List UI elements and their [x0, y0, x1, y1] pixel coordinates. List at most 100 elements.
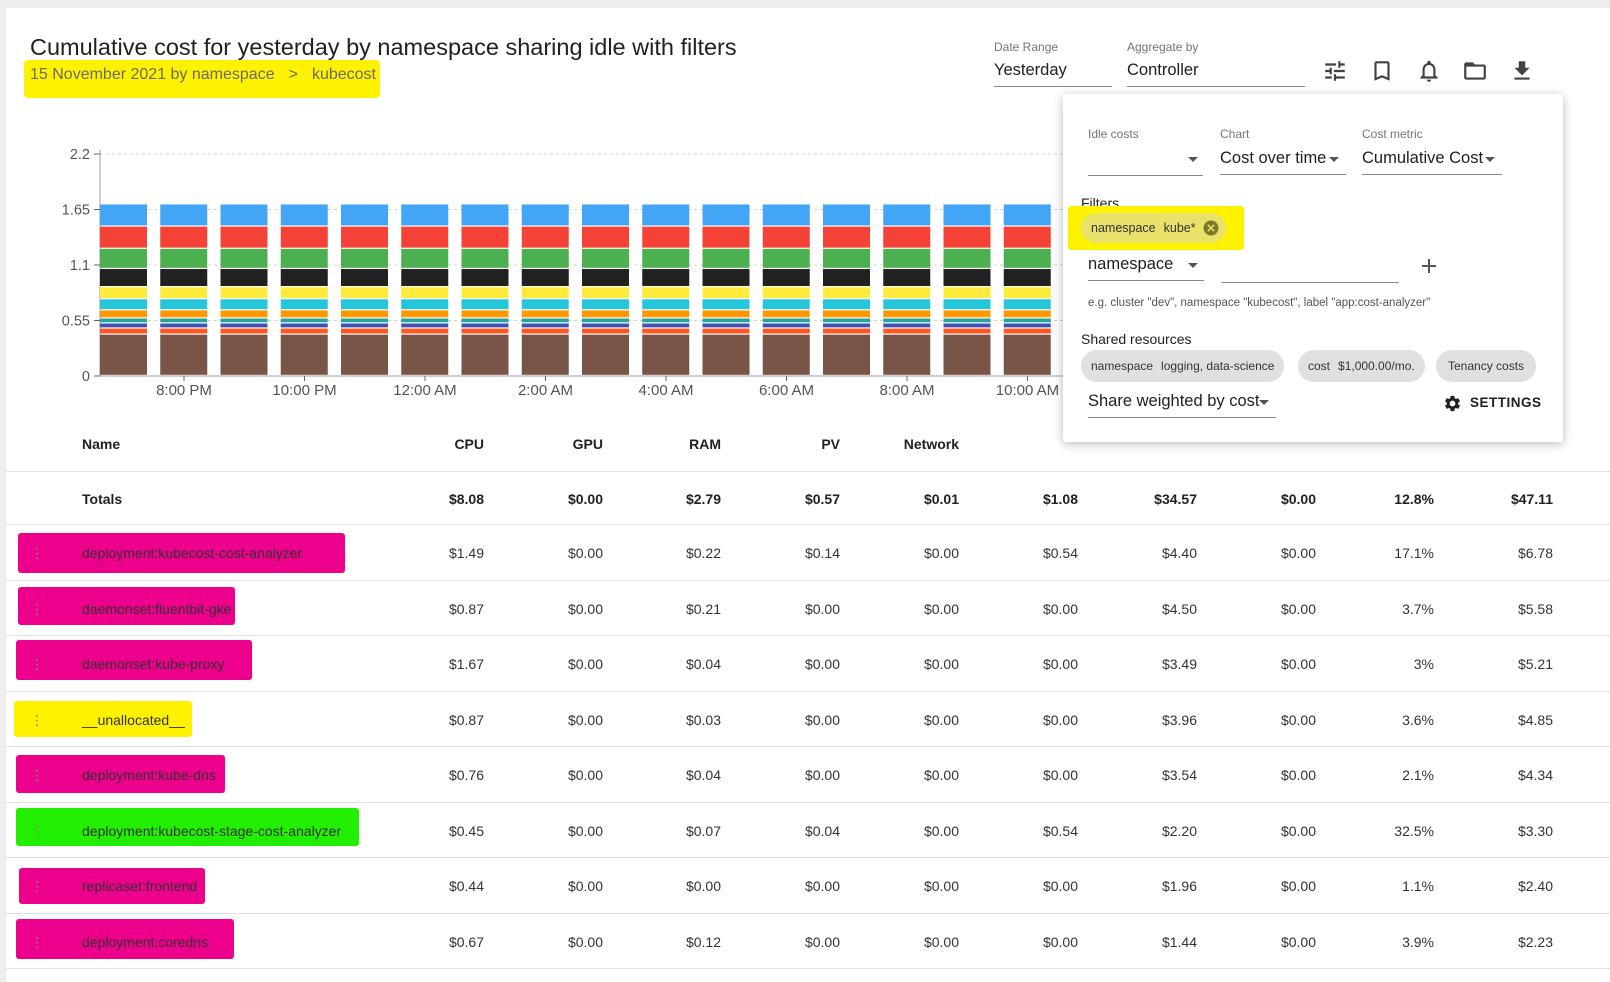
bar-segment[interactable]: [160, 248, 208, 268]
bar-segment[interactable]: [160, 328, 208, 334]
bar-segment[interactable]: [582, 226, 629, 248]
bar-segment[interactable]: [642, 318, 690, 323]
bar-segment[interactable]: [823, 328, 870, 334]
bar-segment[interactable]: [1003, 318, 1051, 323]
row-name[interactable]: daemonset:kube-proxy: [82, 656, 225, 672]
bar-segment[interactable]: [823, 299, 870, 310]
bar-segment[interactable]: [220, 248, 268, 268]
bar-segment[interactable]: [762, 299, 810, 310]
bar-segment[interactable]: [943, 248, 991, 268]
bar-segment[interactable]: [943, 204, 991, 226]
bar-segment[interactable]: [461, 299, 509, 310]
bar-segment[interactable]: [160, 287, 208, 299]
bar-segment[interactable]: [280, 310, 328, 318]
bar-segment[interactable]: [220, 334, 268, 375]
bar-segment[interactable]: [943, 299, 991, 310]
bar-segment[interactable]: [341, 269, 388, 286]
bar-segment[interactable]: [401, 269, 449, 286]
bar-segment[interactable]: [461, 334, 509, 375]
row-name[interactable]: replicaset:frontend: [82, 878, 198, 894]
bar-segment[interactable]: [762, 310, 810, 318]
bar-segment[interactable]: [642, 248, 690, 268]
breadcrumb-namespace[interactable]: kubecost: [311, 66, 376, 83]
bar-segment[interactable]: [401, 328, 449, 334]
bar-segment[interactable]: [762, 204, 810, 226]
bar-segment[interactable]: [160, 204, 208, 226]
row-menu-icon[interactable]: ⋮: [30, 545, 44, 561]
bar-segment[interactable]: [461, 204, 509, 226]
bar-segment[interactable]: [100, 323, 147, 328]
bar-segment[interactable]: [280, 328, 328, 334]
bar-segment[interactable]: [883, 334, 931, 375]
bar-segment[interactable]: [702, 323, 750, 328]
bar-segment[interactable]: [401, 318, 449, 323]
row-name[interactable]: daemonset:fluentbit-gke: [82, 600, 232, 617]
idle-costs-select[interactable]: [1088, 149, 1203, 176]
bar-segment[interactable]: [341, 318, 388, 323]
bar-segment[interactable]: [582, 310, 629, 318]
bar-segment[interactable]: [883, 328, 931, 334]
table-row[interactable]: ⋮ replicaset:frontend $0.44 $0.00 $0.00 $0.00…: [6, 858, 1610, 914]
bar-segment[interactable]: [280, 299, 328, 310]
bar-segment[interactable]: [521, 299, 569, 310]
bar-segment[interactable]: [582, 328, 629, 334]
bar-segment[interactable]: [823, 248, 870, 268]
table-row[interactable]: ⋮ deployment:kube-dns $0.76 $0.00 $0.04 $0.00…: [6, 747, 1610, 803]
bar-segment[interactable]: [702, 248, 750, 268]
bar-segment[interactable]: [521, 323, 569, 328]
bar-segment[interactable]: [582, 323, 629, 328]
column-header-cpu[interactable]: CPU: [454, 436, 484, 452]
bar-segment[interactable]: [762, 287, 810, 299]
bar-segment[interactable]: [823, 318, 870, 323]
bar-segment[interactable]: [100, 269, 147, 286]
bar-segment[interactable]: [823, 204, 870, 226]
column-header-pv[interactable]: PV: [821, 436, 840, 452]
bar-segment[interactable]: [100, 204, 147, 226]
bar-segment[interactable]: [521, 310, 569, 318]
bar-segment[interactable]: [1003, 269, 1051, 286]
table-row[interactable]: ⋮ daemonset:fluentbit-gke $0.87 $0.00 $0.21 $…: [6, 581, 1610, 636]
bar-segment[interactable]: [521, 318, 569, 323]
bar-segment[interactable]: [762, 323, 810, 328]
bar-segment[interactable]: [521, 204, 569, 226]
bar-segment[interactable]: [1003, 334, 1051, 375]
bar-segment[interactable]: [823, 269, 870, 286]
row-name[interactable]: deployment:coredns: [82, 933, 209, 950]
bar-segment[interactable]: [582, 287, 629, 299]
bar-segment[interactable]: [220, 287, 268, 299]
bar-segment[interactable]: [280, 269, 328, 286]
bar-segment[interactable]: [943, 328, 991, 334]
row-menu-icon[interactable]: ⋮: [30, 600, 44, 617]
bar-segment[interactable]: [943, 226, 991, 248]
bar-segment[interactable]: [341, 310, 388, 318]
bar-segment[interactable]: [702, 299, 750, 310]
bar-segment[interactable]: [883, 204, 931, 226]
row-menu-icon[interactable]: ⋮: [30, 767, 44, 783]
bar-segment[interactable]: [702, 310, 750, 318]
bar-segment[interactable]: [702, 287, 750, 299]
bar-segment[interactable]: [100, 334, 147, 375]
bar-segment[interactable]: [401, 248, 449, 268]
bar-segment[interactable]: [521, 334, 569, 375]
bar-segment[interactable]: [521, 269, 569, 286]
bar-segment[interactable]: [883, 310, 931, 318]
bar-segment[interactable]: [642, 204, 690, 226]
bar-segment[interactable]: [883, 318, 931, 323]
shared-chip-cost[interactable]: cost $1,000.00/mo.: [1298, 350, 1425, 382]
bar-segment[interactable]: [401, 299, 449, 310]
filter-value-input[interactable]: [1221, 255, 1399, 283]
bell-icon[interactable]: [1416, 58, 1442, 84]
bar-segment[interactable]: [341, 204, 388, 226]
bar-segment[interactable]: [642, 299, 690, 310]
bar-segment[interactable]: [582, 318, 629, 323]
table-row[interactable]: ⋮ __unallocated__ $0.87 $0.00 $0.03 $0.00 $0.0…: [6, 692, 1610, 747]
tune-icon[interactable]: [1322, 58, 1348, 84]
bar-segment[interactable]: [220, 328, 268, 334]
bar-segment[interactable]: [1003, 310, 1051, 318]
bar-segment[interactable]: [943, 310, 991, 318]
bar-segment[interactable]: [943, 334, 991, 375]
bar-segment[interactable]: [582, 248, 629, 268]
bar-segment[interactable]: [341, 287, 388, 299]
bar-segment[interactable]: [762, 318, 810, 323]
bar-segment[interactable]: [762, 226, 810, 248]
